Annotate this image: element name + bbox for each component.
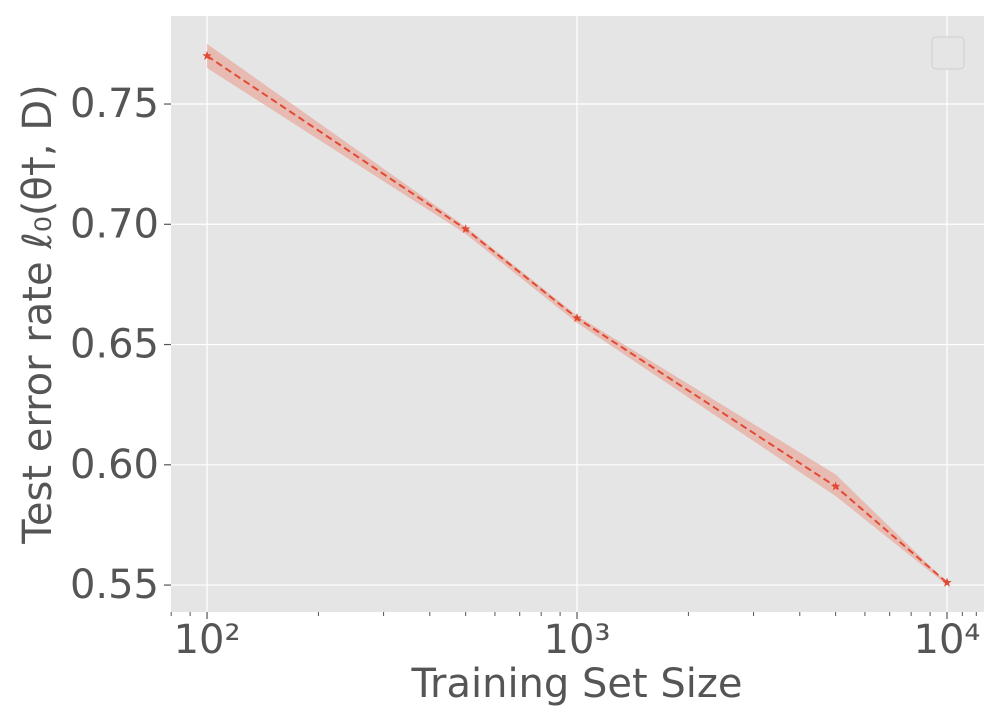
legend [931, 36, 965, 70]
x-tick-label: 10² [174, 617, 241, 663]
x-axis-label: Training Set Size [410, 661, 742, 707]
y-tick-label: 0.65 [70, 322, 159, 368]
point [830, 481, 841, 491]
x-tick-label: 10⁴ [914, 617, 981, 663]
y-tick-label: 0.60 [70, 442, 159, 488]
point [460, 224, 471, 234]
point [942, 577, 952, 587]
y-tick-label: 0.55 [70, 562, 159, 608]
point [202, 50, 212, 60]
y-axis-label: Test error rate ℓ₀(θ†, D) [15, 84, 61, 544]
y-tick-label: 0.75 [70, 81, 159, 127]
y-tick-label: 0.70 [70, 201, 159, 247]
point [572, 313, 582, 323]
x-tick-label: 10³ [544, 617, 611, 663]
